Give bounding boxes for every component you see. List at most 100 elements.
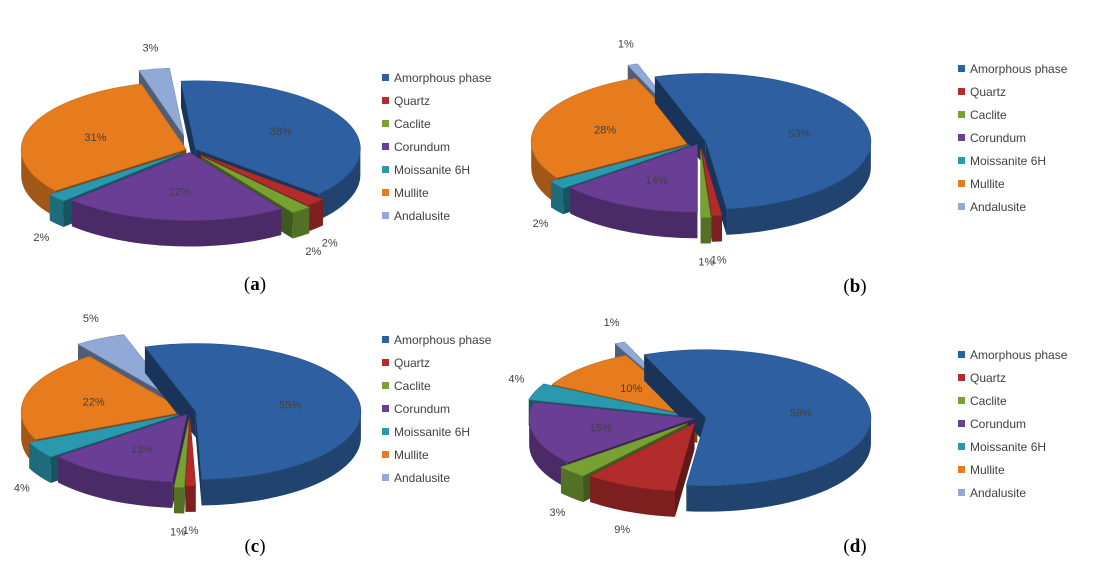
- slice-top: [77, 334, 175, 400]
- slice-side: [180, 81, 196, 175]
- slice-rim: [531, 141, 557, 204]
- legend-swatch: [958, 443, 965, 450]
- legend-swatch: [958, 111, 965, 118]
- slice-top: [589, 422, 696, 492]
- legend: Amorphous phase Quartz Caclite Corundum Mois…: [382, 333, 492, 485]
- slice-top: [550, 144, 691, 189]
- data-label: 15%: [590, 422, 612, 434]
- slice-top: [185, 417, 197, 487]
- panel-caption: (b): [843, 276, 866, 297]
- data-label: 2%: [533, 218, 549, 230]
- slice-rim: [711, 215, 722, 242]
- slice-amorphous-phase: [654, 73, 872, 235]
- legend-item: Quartz: [970, 85, 1006, 99]
- legend-swatch: [382, 143, 389, 150]
- slice-caclite: [700, 149, 712, 244]
- legend-item: Mullite: [394, 448, 429, 462]
- data-label: 1%: [170, 526, 186, 538]
- data-label: 1%: [711, 254, 727, 266]
- data-label: 13%: [131, 444, 153, 456]
- panel-caption: (d): [843, 536, 866, 557]
- data-label: 22%: [83, 396, 105, 408]
- legend-swatch: [382, 97, 389, 104]
- legend-swatch: [958, 203, 965, 210]
- legend-swatch: [958, 180, 965, 187]
- legend-swatch: [382, 74, 389, 81]
- legend-item: Andalusite: [970, 200, 1026, 214]
- legend-swatch: [382, 405, 389, 412]
- slice-top: [71, 152, 282, 221]
- data-label: 55%: [279, 400, 301, 412]
- data-label: 2%: [305, 246, 321, 258]
- legend-item: Quartz: [394, 356, 430, 370]
- legend-swatch: [382, 428, 389, 435]
- slice-top: [20, 83, 187, 192]
- legend-item: Corundum: [970, 131, 1026, 145]
- legend-swatch: [958, 65, 965, 72]
- legend-item: Caclite: [970, 394, 1007, 408]
- slice-side: [144, 346, 196, 438]
- panel-caption: (c): [244, 536, 265, 557]
- slice-rim: [550, 181, 564, 215]
- slice-top: [173, 419, 190, 488]
- legend-swatch: [382, 451, 389, 458]
- slice-top: [57, 413, 188, 483]
- legend-item: Moissanite 6H: [394, 163, 470, 177]
- data-label: 9%: [614, 524, 630, 536]
- slice-side: [705, 141, 727, 235]
- legend: Amorphous phase Quartz Caclite Corundum Mois…: [958, 62, 1068, 214]
- legend-item: Quartz: [394, 94, 430, 108]
- panel-caption: (a): [244, 274, 266, 295]
- legend-item: Amorphous phase: [970, 348, 1068, 362]
- data-label: 1%: [698, 257, 714, 269]
- slice-top: [200, 155, 310, 213]
- legend-swatch: [958, 374, 965, 381]
- legend-swatch: [382, 189, 389, 196]
- data-label: 4%: [14, 482, 30, 494]
- slice-rim: [700, 217, 711, 244]
- legend-item: Andalusite: [970, 486, 1026, 500]
- legend-swatch: [958, 489, 965, 496]
- slice-top: [700, 149, 712, 218]
- legend-swatch: [382, 120, 389, 127]
- slice-quartz: [185, 417, 197, 512]
- legend-swatch: [382, 166, 389, 173]
- pie-chart-b: 53%1%1%14%2%28%1%Amorphous phaseQuartzCa…: [530, 38, 1068, 297]
- data-label: 53%: [788, 128, 810, 140]
- slice-amorphous-phase: [144, 343, 362, 506]
- legend-item: Andalusite: [394, 209, 450, 223]
- legend-item: Caclite: [394, 117, 431, 131]
- legend-item: Amorphous phase: [394, 71, 492, 85]
- legend-item: Quartz: [970, 371, 1006, 385]
- slice-rim: [529, 418, 568, 489]
- slice-corundum: [569, 143, 698, 239]
- legend-item: Amorphous phase: [970, 62, 1068, 76]
- legend-item: Caclite: [970, 108, 1007, 122]
- legend-swatch: [382, 212, 389, 219]
- slice-top: [643, 349, 872, 486]
- legend-swatch: [958, 88, 965, 95]
- slice-side: [654, 76, 706, 168]
- legend-swatch: [382, 382, 389, 389]
- data-label: 28%: [594, 124, 616, 136]
- legend-swatch: [382, 359, 389, 366]
- data-label: 2%: [322, 238, 338, 250]
- legend-swatch: [958, 397, 965, 404]
- slice-top: [49, 153, 182, 202]
- data-label: 1%: [604, 317, 620, 329]
- slice-rim: [292, 207, 310, 239]
- slice-top: [28, 414, 180, 458]
- legend: Amorphous phase Quartz Caclite Corundum Mois…: [958, 348, 1068, 500]
- legend-swatch: [958, 157, 965, 164]
- legend-item: Caclite: [394, 379, 431, 393]
- data-label: 38%: [270, 126, 292, 138]
- legend-item: Moissanite 6H: [394, 425, 470, 439]
- slice-top: [551, 355, 698, 418]
- slice-rim: [21, 149, 56, 217]
- slice-top: [528, 401, 695, 463]
- legend-item: Amorphous phase: [394, 333, 492, 347]
- legend-item: Mullite: [394, 186, 429, 200]
- pie-chart-c: 55% 1%1% 13% 4% 22% 5% Amorphous phase Quartz Ca…: [14, 313, 492, 557]
- slice-top: [530, 77, 697, 179]
